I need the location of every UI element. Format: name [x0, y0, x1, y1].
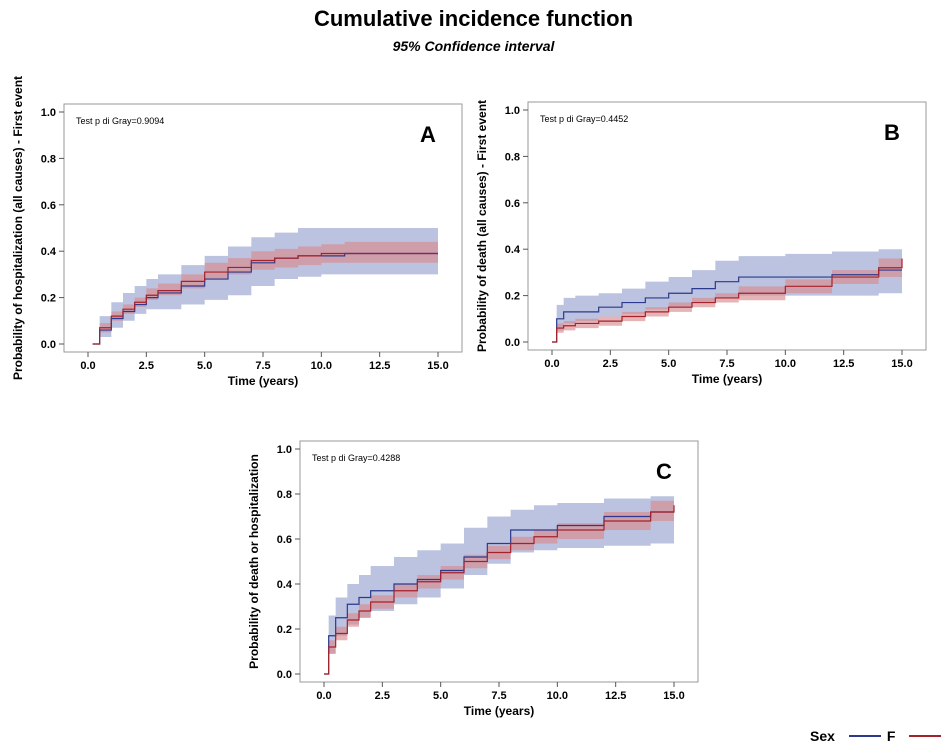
chart-panels: 0.0 0.2 0.4 0.6 0.8 1.0 0.0 2.5 5.0 7.5 10.0 12.5 15…: [11, 76, 927, 718]
ci-band-m: [324, 494, 674, 674]
x-tick-label: 2.5: [375, 690, 390, 702]
y-tick-label: 0.2: [505, 291, 520, 303]
y-tick-label: 0.8: [505, 151, 520, 163]
y-tick-label: 1.0: [277, 444, 292, 456]
panel-label: B: [884, 120, 900, 145]
y-tick-label: 0.6: [41, 200, 56, 212]
y-tick-label: 0.6: [277, 534, 292, 546]
x-tick-label: 7.5: [255, 360, 270, 372]
panel-label: A: [420, 122, 436, 147]
x-tick-label: 5.0: [433, 690, 448, 702]
x-tick-label: 0.0: [316, 690, 331, 702]
x-tick-label: 7.5: [719, 358, 734, 370]
y-tick-label: 0.8: [41, 153, 56, 165]
x-tick-label: 10.0: [547, 690, 568, 702]
gray-test-annotation: Test p di Gray=0.4452: [540, 114, 628, 124]
legend-swatch-f: [848, 735, 881, 737]
legend-label-f: F: [886, 728, 896, 744]
series-line-m: [92, 252, 438, 345]
x-tick-label: 10.0: [775, 358, 796, 370]
y-tick-label: 1.0: [41, 107, 56, 119]
ci-band-m: [552, 246, 902, 342]
panel-c: 0.0 0.2 0.4 0.6 0.8 1.0 0.0 2.5 5.0 7.5 10.0 12.5 15…: [247, 440, 699, 718]
x-axis-label: Time (years): [692, 372, 762, 386]
series-line-m: [552, 258, 903, 343]
x-tick-label: 12.5: [369, 360, 390, 372]
x-tick-label: 2.5: [139, 360, 154, 372]
x-tick-label: 0.0: [544, 358, 559, 370]
panel-a: 0.0 0.2 0.4 0.6 0.8 1.0 0.0 2.5 5.0 7.5 10.0 12.5 15…: [11, 76, 463, 388]
y-tick-label: 0.0: [505, 337, 520, 349]
gray-test-annotation: Test p di Gray=0.4288: [312, 453, 400, 463]
y-axis-label: Probability of death (all causes) - Firs…: [475, 100, 489, 352]
x-tick-label: 10.0: [311, 360, 332, 372]
x-tick-label: 15.0: [663, 690, 684, 702]
y-axis-label: Probability of death or hospitalization: [247, 454, 261, 669]
x-tick-label: 5.0: [197, 360, 212, 372]
series-line-m: [324, 505, 675, 675]
y-tick-label: 0.6: [505, 198, 520, 210]
y-tick-label: 0.4: [277, 579, 293, 591]
x-tick-label: 5.0: [661, 358, 676, 370]
figure-title: Cumulative incidence function: [313, 6, 634, 31]
legend-title: Sex: [810, 728, 835, 744]
y-tick-label: 0.4: [41, 246, 57, 258]
y-tick-label: 0.8: [277, 489, 292, 501]
x-tick-label: 7.5: [491, 690, 506, 702]
y-tick-label: 0.2: [41, 293, 56, 305]
y-tick-label: 0.0: [41, 339, 56, 351]
series-line-f: [552, 269, 902, 343]
x-axis-label: Time (years): [228, 374, 298, 388]
panel-label: C: [656, 459, 672, 484]
panel-b: 0.0 0.2 0.4 0.6 0.8 1.0 0.0 2.5 5.0 7.5 10.0 12.5 15…: [475, 100, 927, 386]
x-tick-label: 12.5: [605, 690, 626, 702]
x-axis-label: Time (years): [464, 704, 534, 718]
x-tick-label: 15.0: [427, 360, 448, 372]
x-tick-label: 12.5: [833, 358, 854, 370]
y-tick-label: 0.4: [505, 244, 521, 256]
legend-swatch-m: [909, 735, 942, 737]
figure-subtitle: 95% Confidence interval: [392, 38, 555, 54]
x-tick-label: 2.5: [603, 358, 618, 370]
y-tick-label: 0.2: [277, 624, 292, 636]
legend: Sex F M: [810, 728, 947, 744]
y-tick-label: 1.0: [505, 105, 520, 117]
y-axis-label: Probability of hospitalization (all caus…: [11, 76, 25, 380]
ci-band-f: [324, 496, 674, 674]
gray-test-annotation: Test p di Gray=0.9094: [76, 116, 164, 126]
x-tick-label: 0.0: [80, 360, 95, 372]
x-tick-label: 15.0: [891, 358, 912, 370]
y-tick-label: 0.0: [277, 669, 292, 681]
